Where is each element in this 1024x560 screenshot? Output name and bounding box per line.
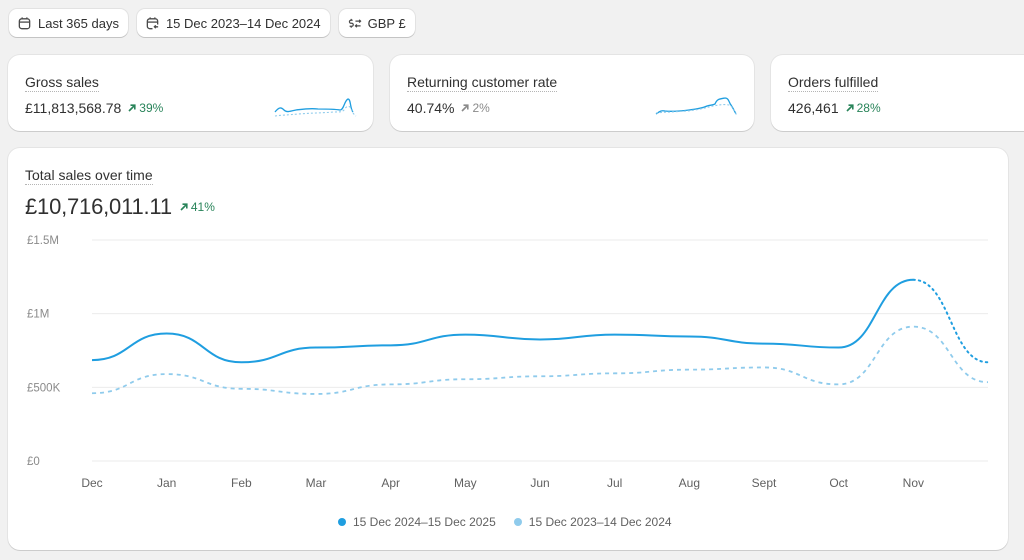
- data-point-current: [613, 333, 617, 337]
- legend-label-current: 15 Dec 2024–15 Dec 2025: [353, 515, 496, 529]
- y-tick-label: £1.5M: [27, 235, 59, 247]
- data-point-previous: [239, 387, 243, 391]
- calendar-icon: [18, 16, 31, 29]
- data-point-current: [90, 358, 94, 362]
- x-tick-label: Feb: [231, 476, 252, 490]
- series-line-current: [91, 278, 914, 364]
- x-tick-label: Jan: [157, 476, 176, 490]
- total-sales-delta-value: 41%: [190, 200, 215, 214]
- currency-label: GBP £: [367, 15, 406, 31]
- x-tick-label: Oct: [829, 476, 848, 490]
- kpi-delta-value: 28%: [856, 101, 881, 115]
- data-point-current: [463, 333, 467, 337]
- kpi-value-row: 426,461 28%: [788, 100, 881, 116]
- kpi-card-gross-sales[interactable]: Gross sales £11,813,568.78 39%: [8, 55, 373, 131]
- x-tick-label: Nov: [903, 476, 924, 490]
- kpi-card-returning-customer-rate[interactable]: Returning customer rate 40.74% 2%: [390, 55, 754, 131]
- kpi-title[interactable]: Returning customer rate: [407, 74, 558, 92]
- data-point-previous: [911, 325, 915, 329]
- kpi-delta: 28%: [846, 101, 881, 115]
- sparkline-returning-customer-rate: [655, 97, 738, 117]
- kpi-value-row: 40.74% 2%: [407, 100, 490, 116]
- data-point-current: [538, 337, 542, 341]
- data-point-previous: [165, 372, 169, 376]
- kpi-value: 426,461: [788, 100, 839, 116]
- currency-button[interactable]: GBP £: [338, 9, 415, 37]
- series-line-previous: [91, 325, 989, 395]
- kpi-card-orders-fulfilled[interactable]: Orders fulfilled 426,461 28%: [771, 55, 1024, 131]
- x-tick-label: May: [454, 476, 477, 490]
- legend-item-current[interactable]: 15 Dec 2024–15 Dec 2025: [338, 515, 496, 529]
- kpi-title[interactable]: Gross sales: [25, 74, 99, 92]
- kpi-title[interactable]: Orders fulfilled: [788, 74, 879, 92]
- x-tick-label: Jun: [530, 476, 549, 490]
- legend-item-previous[interactable]: 15 Dec 2023–14 Dec 2024: [513, 515, 672, 529]
- arrow-up-right-icon: [128, 104, 136, 112]
- kpi-value: 40.74%: [407, 100, 455, 116]
- arrow-up-right-icon: [461, 104, 470, 112]
- sparkline-current: [655, 97, 737, 115]
- sparkline-previous: [655, 104, 738, 117]
- data-point-previous: [389, 382, 393, 386]
- data-point-previous: [314, 392, 318, 396]
- x-tick-label: Jul: [607, 476, 622, 490]
- legend-dot-current: [338, 518, 346, 526]
- comparison-button[interactable]: 15 Dec 2023–14 Dec 2024: [136, 9, 330, 37]
- y-tick-label: £0: [27, 456, 40, 468]
- sparkline-current: [274, 98, 354, 113]
- total-sales-value: £10,716,011.11: [25, 194, 172, 219]
- data-point-previous: [613, 371, 617, 375]
- legend-label-previous: 15 Dec 2023–14 Dec 2024: [528, 515, 672, 529]
- sales-line-chart: £0 £500K £1M £1.5M Dec Jan Feb Mar Apr May Jun Jul A…: [27, 235, 990, 490]
- filter-bar: Last 365 days 15 Dec 2023–14 Dec 2024 GB…: [9, 9, 415, 37]
- arrow-up-right-icon: [846, 104, 854, 112]
- data-point-previous: [687, 368, 691, 372]
- data-point-previous: [90, 391, 94, 395]
- date-range-button[interactable]: Last 365 days: [9, 9, 128, 37]
- data-point-previous: [762, 365, 766, 369]
- data-point-current: [314, 346, 318, 350]
- sparkline-previous: [274, 105, 357, 117]
- total-sales-card: £0 £500K £1M £1.5M Dec Jan Feb Mar Apr May Jun Jul A…: [8, 148, 1008, 550]
- kpi-value: £11,813,568.78: [25, 100, 122, 116]
- legend-dot-previous: [513, 518, 522, 526]
- arrow-up-right-icon: [180, 203, 188, 211]
- y-tick-label: £500K: [27, 382, 61, 394]
- calendar-compare-icon: [146, 16, 159, 29]
- x-tick-label: Sept: [752, 476, 777, 490]
- kpi-delta: 2%: [461, 101, 490, 115]
- y-tick-label: £1M: [27, 309, 49, 321]
- data-point-current: [762, 342, 766, 346]
- data-point-current: [911, 278, 915, 282]
- data-point-previous: [986, 380, 990, 384]
- x-tick-label: Mar: [306, 476, 327, 490]
- kpi-value-row: £11,813,568.78 39%: [25, 100, 163, 116]
- chart-legend: 15 Dec 2024–15 Dec 2025 15 Dec 2023–14 D…: [338, 515, 672, 529]
- data-point-current: [239, 360, 243, 364]
- x-tick-label: Dec: [81, 476, 102, 490]
- total-sales-delta: 41%: [180, 200, 215, 214]
- chart-title[interactable]: Total sales over time: [25, 167, 153, 185]
- kpi-delta-value: 39%: [139, 101, 164, 115]
- kpi-delta-value: 2%: [472, 101, 490, 115]
- data-point-current: [837, 346, 841, 350]
- data-point-previous: [837, 382, 841, 386]
- comparison-label: 15 Dec 2023–14 Dec 2024: [165, 15, 321, 31]
- currency-exchange-icon: [348, 18, 362, 28]
- data-point-current: [687, 335, 691, 339]
- x-tick-label: Aug: [679, 476, 700, 490]
- data-point-previous: [538, 374, 542, 378]
- data-point-previous: [463, 377, 467, 381]
- chart-summary: £10,716,011.11 41%: [25, 194, 215, 220]
- x-tick-label: Apr: [381, 476, 400, 490]
- data-point-current: [986, 360, 990, 364]
- date-range-label: Last 365 days: [38, 15, 119, 31]
- series-line-current-incomplete: [912, 278, 989, 364]
- data-point-current: [165, 332, 169, 336]
- data-point-current: [389, 343, 393, 347]
- sparkline-gross-sales: [274, 98, 357, 117]
- kpi-delta: 39%: [128, 101, 163, 115]
